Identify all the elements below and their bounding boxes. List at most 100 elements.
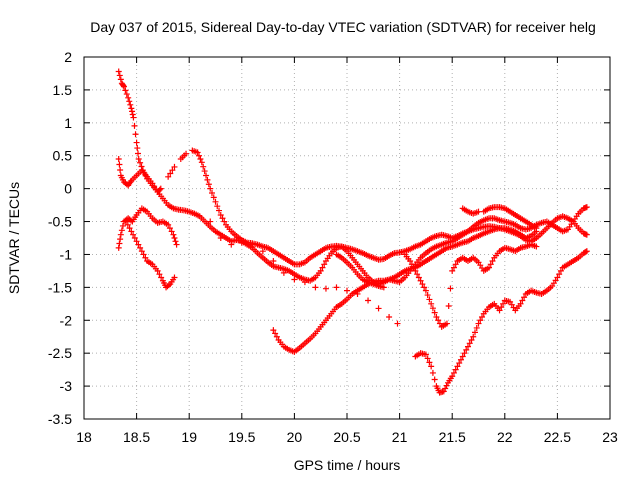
data-point bbox=[436, 320, 443, 327]
data-point bbox=[117, 231, 124, 238]
data-point bbox=[120, 82, 127, 89]
data-point bbox=[272, 330, 279, 337]
x-tick-label: 21.5 bbox=[439, 429, 466, 445]
data-point bbox=[463, 346, 470, 353]
data-point bbox=[156, 271, 163, 278]
x-tick-label: 18 bbox=[76, 429, 92, 445]
x-tick-label: 20.5 bbox=[333, 429, 360, 445]
data-point bbox=[208, 190, 215, 197]
data-point bbox=[123, 91, 130, 98]
data-point bbox=[194, 149, 201, 156]
data-point bbox=[433, 313, 440, 320]
data-point bbox=[344, 287, 350, 294]
data-point bbox=[133, 139, 140, 146]
data-point bbox=[415, 274, 422, 281]
data-point bbox=[521, 294, 528, 301]
y-tick-label: -1.5 bbox=[48, 279, 72, 295]
data-point bbox=[172, 238, 179, 245]
data-point bbox=[461, 350, 468, 357]
data-point bbox=[443, 382, 450, 389]
data-point bbox=[137, 244, 144, 251]
data-point bbox=[115, 68, 122, 75]
data-point bbox=[321, 261, 328, 268]
data-point bbox=[205, 181, 212, 188]
data-point bbox=[301, 279, 308, 286]
data-point bbox=[173, 241, 180, 248]
data-point bbox=[428, 363, 435, 370]
data-point bbox=[424, 355, 431, 362]
y-tick-label: 1.5 bbox=[53, 82, 73, 98]
data-point bbox=[486, 264, 493, 271]
data-point bbox=[450, 264, 457, 271]
data-point bbox=[133, 238, 140, 245]
data-point bbox=[489, 258, 496, 265]
chart-title: Day 037 of 2015, Sidereal Day-to-day VTE… bbox=[90, 19, 596, 35]
data-point bbox=[470, 333, 477, 340]
data-point bbox=[183, 150, 190, 157]
data-point bbox=[124, 221, 131, 228]
data-point bbox=[142, 254, 149, 261]
data-point bbox=[201, 168, 208, 175]
data-point bbox=[115, 244, 122, 251]
data-point bbox=[280, 269, 287, 276]
data-point bbox=[169, 167, 176, 174]
data-point bbox=[496, 307, 503, 314]
data-point bbox=[165, 221, 172, 228]
data-point bbox=[216, 207, 223, 214]
y-tick-label: 1 bbox=[64, 115, 72, 131]
data-point bbox=[171, 163, 178, 170]
data-point bbox=[119, 222, 126, 229]
data-point bbox=[456, 360, 463, 367]
series-arc-a bbox=[115, 68, 590, 268]
data-point bbox=[426, 296, 433, 303]
data-point bbox=[422, 351, 429, 358]
data-point bbox=[122, 87, 129, 94]
data-point bbox=[270, 327, 277, 334]
plot-frame bbox=[83, 56, 611, 420]
data-point bbox=[217, 235, 224, 241]
data-point bbox=[421, 284, 428, 291]
data-point bbox=[204, 176, 211, 183]
data-point bbox=[442, 385, 449, 392]
data-point bbox=[556, 271, 563, 278]
series-arc-e bbox=[412, 248, 590, 396]
data-point bbox=[140, 251, 147, 258]
data-point bbox=[203, 172, 210, 179]
data-point bbox=[333, 284, 340, 291]
data-point bbox=[123, 218, 130, 225]
x-tick-label: 23 bbox=[602, 429, 618, 445]
y-axis-label: SDTVAR / TECUs bbox=[6, 182, 22, 294]
data-point bbox=[319, 264, 326, 271]
data-point bbox=[498, 304, 505, 311]
data-point bbox=[533, 243, 540, 250]
data-point bbox=[196, 152, 203, 159]
x-tick-label: 20 bbox=[287, 429, 303, 445]
data-point bbox=[128, 105, 135, 112]
data-point bbox=[135, 156, 142, 163]
data-point bbox=[129, 108, 136, 115]
data-point bbox=[116, 161, 123, 168]
data-point bbox=[118, 227, 125, 234]
data-point bbox=[386, 313, 393, 320]
data-point bbox=[127, 101, 134, 108]
data-point bbox=[166, 225, 173, 232]
data-point bbox=[440, 388, 447, 395]
data-point bbox=[582, 248, 589, 255]
data-point bbox=[165, 173, 172, 180]
data-point bbox=[207, 185, 214, 192]
x-tick-label: 22.5 bbox=[544, 429, 571, 445]
series-arc-c bbox=[115, 205, 540, 330]
data-point bbox=[322, 285, 329, 292]
data-point bbox=[464, 343, 471, 350]
data-point bbox=[138, 248, 145, 255]
data-point bbox=[129, 111, 136, 118]
data-point bbox=[375, 305, 382, 312]
data-point bbox=[171, 235, 178, 241]
y-tick-label: -1 bbox=[60, 246, 73, 262]
data-point bbox=[137, 159, 144, 166]
data-point bbox=[200, 163, 207, 170]
data-point bbox=[125, 94, 132, 101]
series-arc-d bbox=[270, 225, 540, 355]
data-point bbox=[167, 170, 174, 177]
